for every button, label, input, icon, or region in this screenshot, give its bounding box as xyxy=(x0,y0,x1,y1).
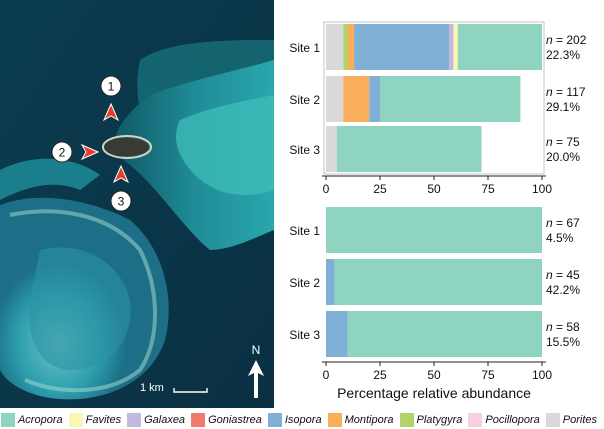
bar-segment-galaxea-site-1 xyxy=(449,24,454,70)
bar-segment-platygyra-site-1 xyxy=(343,24,348,70)
bar-segment-porites-site-2 xyxy=(326,76,344,122)
legend-label: Favites xyxy=(85,413,122,426)
n-count-label: n = 117 xyxy=(546,85,586,99)
bar-segment-isopora-site-2 xyxy=(326,259,335,305)
legend-swatch xyxy=(545,412,560,427)
marker-1-arrow xyxy=(102,102,120,122)
n-count-label: n = 75 xyxy=(546,135,580,149)
bar-segment-isopora-site-1 xyxy=(354,24,450,70)
legend-label: Porites xyxy=(562,413,598,426)
x-tick-label: 0 xyxy=(323,368,330,382)
n-count-label: n = 45 xyxy=(546,268,580,282)
x-tick-label: 25 xyxy=(373,182,387,196)
x-tick-label: 25 xyxy=(373,368,387,382)
marker-2-label: 2 xyxy=(59,146,66,160)
satellite-map: 1 2 3 1 km N xyxy=(0,0,274,408)
marker-3-label: 3 xyxy=(118,195,125,209)
legend-label: Isopora xyxy=(284,413,322,426)
x-tick-label: 50 xyxy=(427,368,441,382)
marker-2-circle xyxy=(51,141,73,163)
site-label: Site 1 xyxy=(289,224,320,238)
lagoon-inner xyxy=(29,247,131,370)
site-label: Site 2 xyxy=(289,276,320,290)
marker-3-arrow xyxy=(112,164,130,184)
site-label: Site 3 xyxy=(289,328,320,342)
bar-segment-porites-site-3 xyxy=(326,126,337,172)
bar-segment-isopora-site-3 xyxy=(326,311,348,357)
legend-label: Pocillopora xyxy=(485,413,540,426)
legend-swatch xyxy=(399,412,414,427)
bar-segment-porites-site-1 xyxy=(326,24,344,70)
legend-swatch xyxy=(327,412,342,427)
x-axis-label: Percentage relative abundance xyxy=(337,385,531,401)
legend-label: Galaxea xyxy=(144,413,186,426)
n-count-label: n = 58 xyxy=(546,320,580,334)
legend-swatch xyxy=(191,412,206,427)
marker-1-label: 1 xyxy=(108,80,115,94)
legend-item-favites: Favites xyxy=(68,412,122,427)
bar-segment-acropora-site-3 xyxy=(336,126,482,172)
bar-segment-montipora-site-2 xyxy=(343,76,370,122)
reef-flat xyxy=(175,95,274,195)
legend-item-galaxea: Galaxea xyxy=(127,412,186,427)
legend-label: Acropora xyxy=(17,413,63,426)
percentage-label: 15.5% xyxy=(546,335,580,349)
bar-segment-acropora-site-1 xyxy=(457,24,542,70)
percentage-label: 22.3% xyxy=(546,48,580,62)
bar-segment-acropora-site-1 xyxy=(326,207,542,253)
percentage-label: 42.2% xyxy=(546,283,580,297)
bar-segment-favites-site-1 xyxy=(453,24,458,70)
legend-item-pocillopora: Pocillopora xyxy=(468,412,540,427)
bar-segment-acropora-site-2 xyxy=(334,259,542,305)
site-label: Site 1 xyxy=(289,41,320,55)
bar-segment-montipora-site-1 xyxy=(347,24,355,70)
north-arrow-icon xyxy=(248,360,264,398)
percentage-label: 29.1% xyxy=(546,100,580,114)
legend-swatch xyxy=(0,412,15,427)
legend-swatch xyxy=(127,412,142,427)
scale-bar xyxy=(173,388,208,393)
legend-item-platygyra: Platygyra xyxy=(399,412,463,427)
marker-1-circle xyxy=(100,75,122,97)
marker-2-arrow xyxy=(80,143,100,161)
north-label: N xyxy=(252,343,261,357)
scale-label: 1 km xyxy=(140,382,164,394)
legend-item-acropora: Acropora xyxy=(0,412,63,427)
bar-segment-isopora-site-2 xyxy=(369,76,380,122)
percentage-label: 20.0% xyxy=(546,150,580,164)
bar-segment-acropora-site-2 xyxy=(380,76,521,122)
legend-item-goniastrea: Goniastrea xyxy=(191,412,262,427)
n-count-label: n = 202 xyxy=(546,33,587,47)
x-tick-label: 0 xyxy=(323,182,330,196)
x-tick-label: 50 xyxy=(427,182,441,196)
percentage-label: 4.5% xyxy=(546,231,574,245)
legend-label: Montipora xyxy=(344,413,394,426)
site-label: Site 3 xyxy=(289,143,320,157)
bar-segment-acropora-site-3 xyxy=(347,311,542,357)
left-reef xyxy=(0,158,100,200)
legend-swatch xyxy=(468,412,483,427)
legend: Acropora Favites Galaxea Goniastrea Isopora M… xyxy=(0,410,604,429)
legend-swatch xyxy=(68,412,83,427)
lagoon-rim xyxy=(9,209,157,393)
n-count-label: n = 67 xyxy=(546,216,580,230)
island-beach xyxy=(102,135,152,159)
x-tick-label: 75 xyxy=(481,182,495,196)
x-tick-label: 100 xyxy=(532,368,552,382)
legend-swatch xyxy=(267,412,282,427)
site-label: Site 2 xyxy=(289,93,320,107)
legend-item-porites: Porites xyxy=(545,412,598,427)
marker-3-circle xyxy=(110,190,132,212)
legend-item-montipora: Montipora xyxy=(327,412,394,427)
legend-label: Platygyra xyxy=(416,413,463,426)
island xyxy=(105,138,149,156)
x-tick-label: 75 xyxy=(481,368,495,382)
panel-frame xyxy=(323,21,545,175)
legend-item-isopora: Isopora xyxy=(267,412,322,427)
legend-label: Goniastrea xyxy=(208,413,262,426)
x-tick-label: 100 xyxy=(532,182,552,196)
